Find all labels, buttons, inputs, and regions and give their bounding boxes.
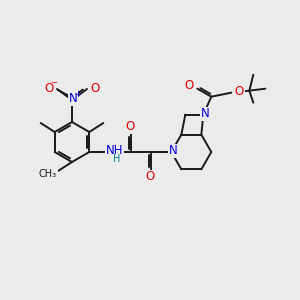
Text: +: + xyxy=(74,90,81,99)
Text: −: − xyxy=(50,79,58,88)
Text: N: N xyxy=(201,107,210,120)
Text: CH₃: CH₃ xyxy=(39,169,57,179)
Text: O: O xyxy=(146,170,155,184)
Text: O: O xyxy=(90,82,100,94)
Text: N: N xyxy=(169,145,178,158)
Text: O: O xyxy=(44,82,54,94)
Text: O: O xyxy=(235,85,244,98)
Text: O: O xyxy=(185,79,194,92)
Text: N: N xyxy=(69,92,77,106)
Text: O: O xyxy=(126,121,135,134)
Text: H: H xyxy=(112,154,120,164)
Text: NH: NH xyxy=(106,145,123,158)
